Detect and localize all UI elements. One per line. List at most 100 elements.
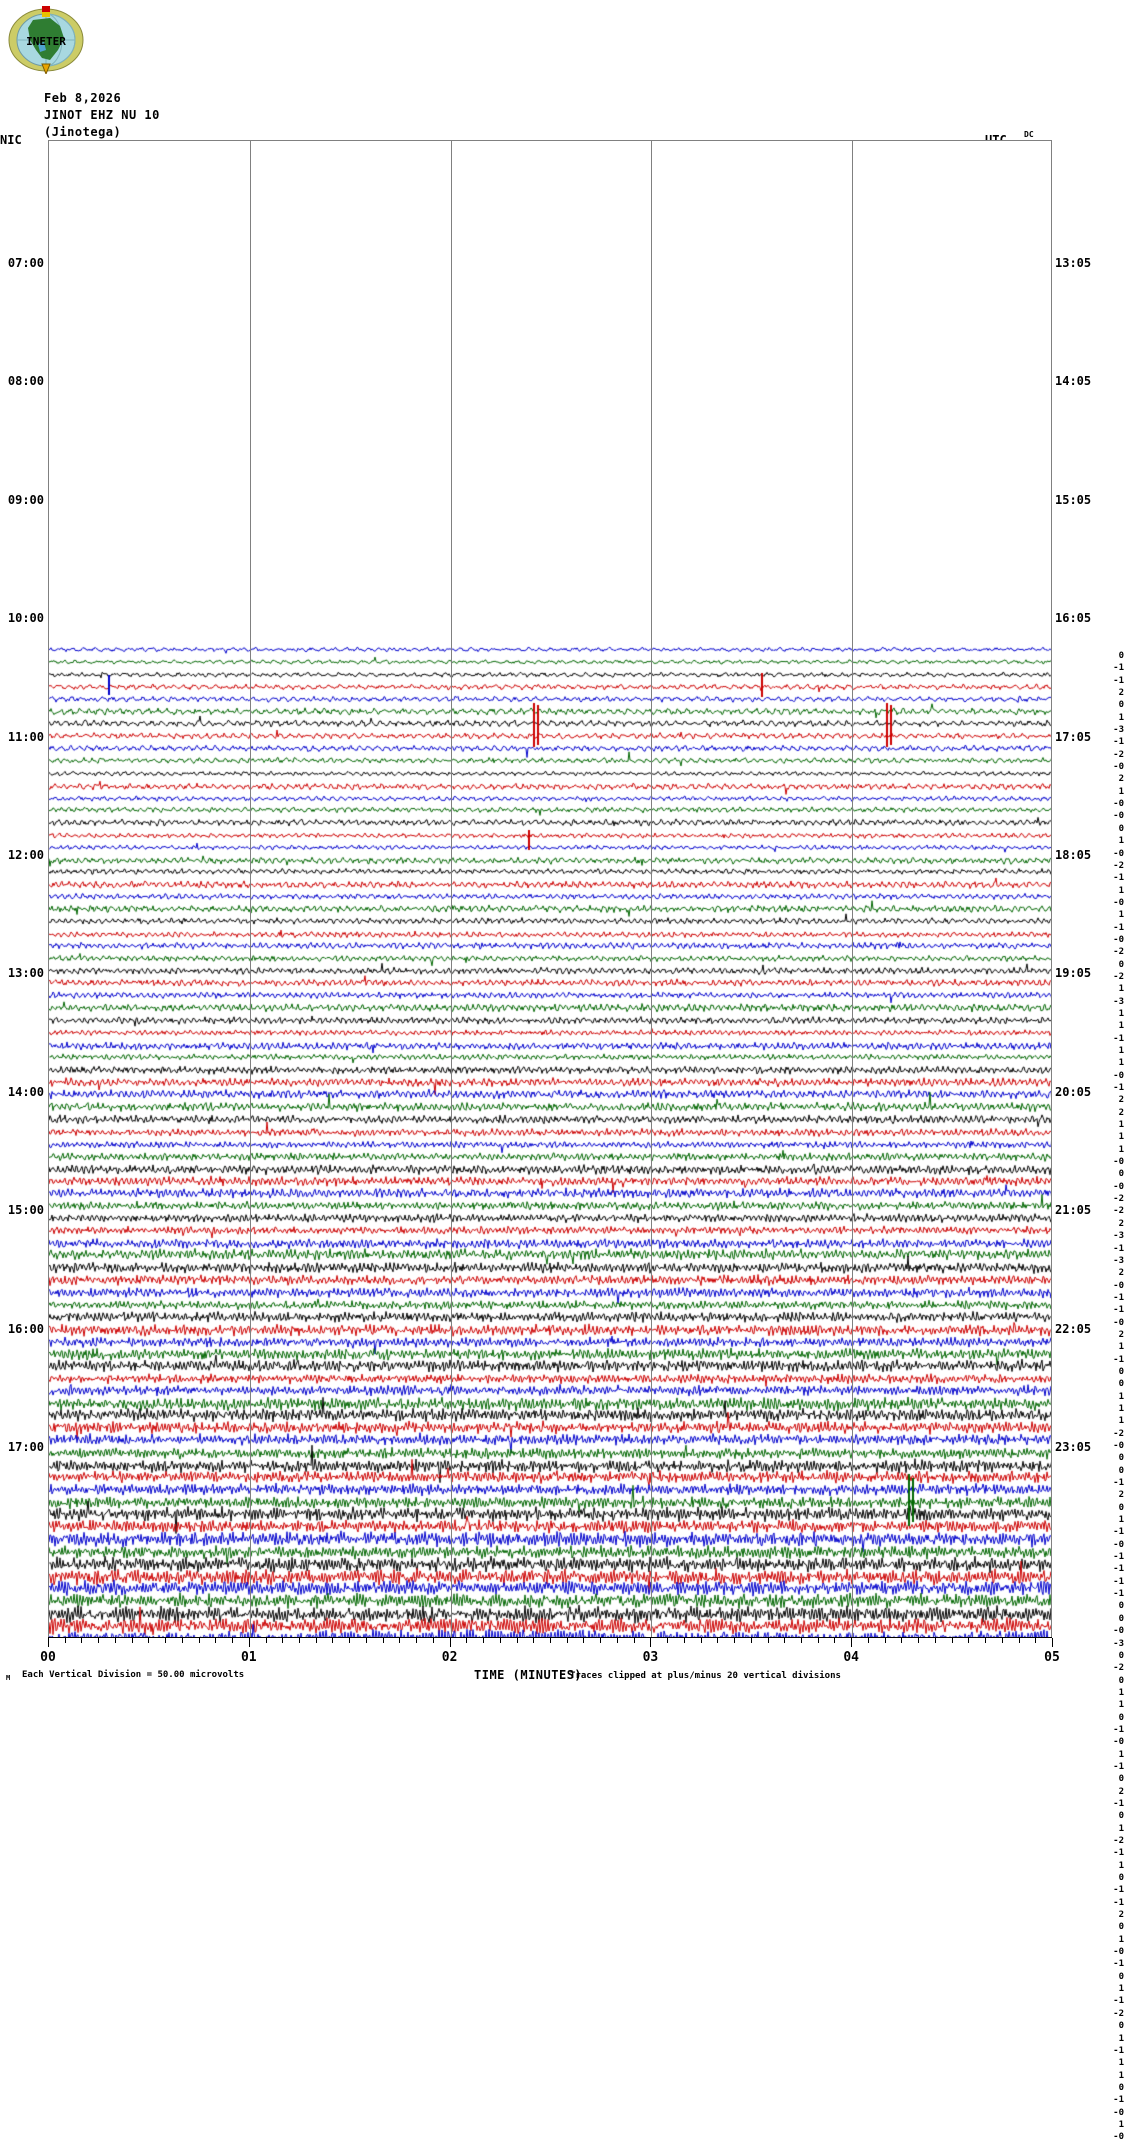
dc-value: -0 [1113, 848, 1124, 859]
x-axis-tick [951, 1638, 953, 1643]
dc-value: -1 [1113, 2095, 1124, 2106]
dc-value: -1 [1113, 1552, 1124, 1563]
dc-value: 0 [1118, 959, 1124, 970]
header-place: (Jinotega) [44, 125, 122, 139]
x-axis-tick [181, 1638, 183, 1643]
dc-value: -1 [1113, 1243, 1124, 1254]
dc-value: 0 [1118, 1712, 1124, 1723]
right-hour-label: 21:05 [1055, 1203, 1092, 1217]
x-axis-tick-label: 05 [1044, 1650, 1060, 1665]
left-hour-label: 14:00 [7, 1085, 44, 1099]
dc-value: -1 [1113, 675, 1124, 686]
dc-value: 2 [1118, 1095, 1124, 1106]
dc-value: -1 [1113, 1564, 1124, 1575]
dc-value: 1 [1118, 712, 1124, 723]
dc-value: 2 [1118, 1107, 1124, 1118]
dc-value: -0 [1113, 1070, 1124, 1081]
dc-value: -0 [1113, 1317, 1124, 1328]
dc-value: 2 [1118, 688, 1124, 699]
x-axis-tick [750, 1638, 752, 1643]
header-date: Feb 8,2026 [44, 91, 122, 105]
x-axis-tick [516, 1638, 518, 1643]
dc-value: 1 [1118, 910, 1124, 921]
dc-value: 1 [1118, 1120, 1124, 1131]
dc-value: -2 [1113, 947, 1124, 958]
dc-value: -1 [1113, 1798, 1124, 1809]
x-axis-tick [432, 1638, 434, 1643]
dc-value: 1 [1118, 2058, 1124, 2069]
x-axis-tick [767, 1638, 769, 1643]
right-hour-label: 22:05 [1055, 1322, 1092, 1336]
dc-value: -1 [1113, 1292, 1124, 1303]
dc-value: 1 [1118, 1700, 1124, 1711]
dc-value: -1 [1113, 663, 1124, 674]
dc-value: 0 [1118, 1601, 1124, 1612]
header-station: JINOT EHZ NU 10 [44, 108, 160, 122]
left-hour-label: 09:00 [7, 493, 44, 507]
x-axis-tick [550, 1638, 551, 1643]
x-axis-tick [700, 1638, 702, 1643]
x-axis-tick [533, 1638, 535, 1643]
dc-value: 1 [1118, 1403, 1124, 1414]
dc-value: -0 [1113, 1626, 1124, 1637]
dc-value: 1 [1118, 786, 1124, 797]
dc-value: -0 [1113, 1181, 1124, 1192]
dc-value: 1 [1118, 1860, 1124, 1871]
x-axis-tick [901, 1638, 903, 1643]
dc-value: 1 [1118, 1058, 1124, 1069]
x-axis-tick [48, 1638, 49, 1647]
dc-value: -1 [1113, 873, 1124, 884]
x-axis-tick [817, 1638, 819, 1643]
plot-gridline [852, 140, 853, 1637]
x-axis-tick [148, 1638, 150, 1643]
dc-value: -1 [1113, 2045, 1124, 2056]
dc-value: -1 [1113, 1724, 1124, 1735]
dc-value: 0 [1118, 1366, 1124, 1377]
right-hour-label: 16:05 [1055, 611, 1092, 625]
x-axis-tick [165, 1638, 167, 1643]
dc-value: -1 [1113, 1305, 1124, 1316]
left-hour-label: 16:00 [7, 1322, 44, 1336]
x-axis-tick-label: 00 [40, 1650, 56, 1665]
x-axis-tick-label: 02 [441, 1650, 458, 1665]
x-axis-tick [1001, 1638, 1003, 1643]
x-axis-tick [399, 1638, 401, 1643]
dc-value: -0 [1113, 1737, 1124, 1748]
dc-value: 0 [1118, 1613, 1124, 1624]
seismic-traces-canvas [49, 140, 1051, 1637]
left-hour-label: 07:00 [7, 256, 44, 270]
dc-value: 2 [1118, 1490, 1124, 1501]
dc-value: -2 [1113, 1663, 1124, 1674]
dc-value: 1 [1118, 836, 1124, 847]
dc-value: -1 [1113, 1527, 1124, 1538]
left-hour-label: 13:00 [7, 966, 44, 980]
dc-value: -0 [1113, 811, 1124, 822]
dc-value: 1 [1118, 885, 1124, 896]
helicorder-plot [48, 140, 1052, 1637]
dc-value: -1 [1113, 922, 1124, 933]
x-axis-tick [215, 1638, 217, 1643]
dc-value: -0 [1113, 2107, 1124, 2118]
x-axis-tick-label: 04 [843, 1650, 860, 1665]
x-axis-tick [248, 1638, 250, 1647]
dc-value: 1 [1118, 1749, 1124, 1760]
dc-value: -1 [1113, 1761, 1124, 1772]
dc-value: 0 [1118, 1453, 1124, 1464]
dc-value: -2 [1113, 2008, 1124, 2019]
left-hour-label: 17:00 [7, 1440, 44, 1454]
dc-value: 1 [1118, 1416, 1124, 1427]
plot-gridline [451, 140, 452, 1637]
x-axis-tick [232, 1638, 234, 1643]
vertical-division-note: Each Vertical Division = 50.00 microvolt… [22, 1670, 245, 1680]
x-axis-tick [851, 1638, 853, 1647]
dc-value: -0 [1113, 1539, 1124, 1550]
dc-values-column: 0 -1 -1 2 0 1 -3 -1 -2 -0 2 1 -0 -0 0 1 -0 -2 -1 1 -0 1 -1 -0 -2… [1090, 650, 1124, 2144]
dc-value: -3 [1113, 1255, 1124, 1266]
x-axis-tick [1035, 1638, 1037, 1643]
dc-value: -0 [1113, 934, 1124, 945]
dc-value: -0 [1113, 762, 1124, 773]
x-axis-tick [416, 1638, 418, 1643]
dc-value: -1 [1113, 1033, 1124, 1044]
left-hour-label: 10:00 [7, 611, 44, 625]
x-axis-tick [265, 1638, 267, 1643]
